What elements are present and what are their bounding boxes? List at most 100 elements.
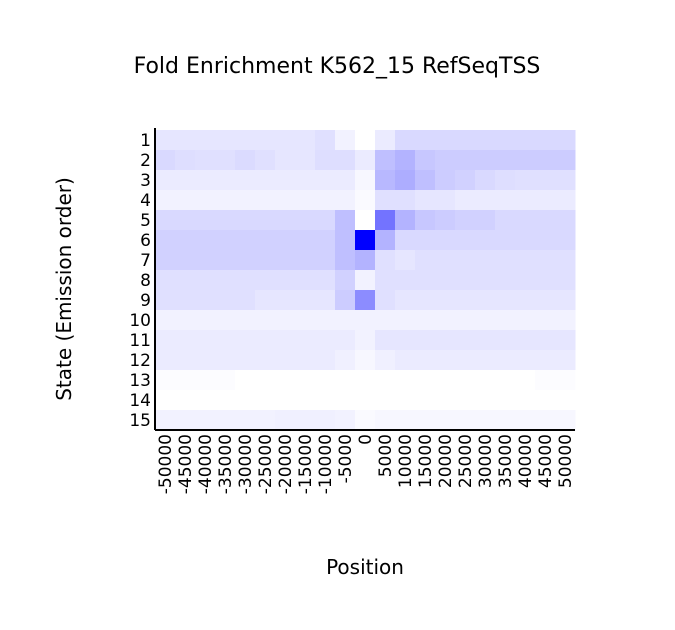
heatmap-cell bbox=[215, 210, 236, 231]
x-tick-label: 35000 bbox=[496, 434, 516, 488]
heatmap-cell bbox=[315, 250, 336, 271]
x-tick-label: 10000 bbox=[396, 434, 416, 488]
heatmap-cell bbox=[495, 250, 516, 271]
heatmap-cell bbox=[415, 230, 436, 251]
heatmap-cell bbox=[555, 250, 576, 271]
heatmap-cell bbox=[535, 350, 556, 371]
heatmap-cell bbox=[535, 210, 556, 231]
heatmap-cell bbox=[475, 390, 496, 411]
heatmap-cell bbox=[375, 210, 396, 231]
heatmap-cell bbox=[235, 150, 256, 171]
heatmap-cell bbox=[315, 330, 336, 351]
heatmap-cell bbox=[375, 310, 396, 331]
heatmap-cell bbox=[155, 150, 176, 171]
heatmap-cell bbox=[555, 330, 576, 351]
heatmap-cell bbox=[435, 390, 456, 411]
heatmap-cell bbox=[395, 290, 416, 311]
heatmap-cell bbox=[155, 370, 176, 391]
heatmap-cell bbox=[515, 370, 536, 391]
heatmap-cell bbox=[295, 350, 316, 371]
heatmap-cell bbox=[175, 370, 196, 391]
heatmap-cell bbox=[415, 170, 436, 191]
heatmap-cell bbox=[415, 390, 436, 411]
heatmap-cell bbox=[455, 410, 476, 431]
x-tick-label: -30000 bbox=[236, 434, 256, 494]
heatmap-cell bbox=[535, 410, 556, 431]
heatmap-cell bbox=[375, 270, 396, 291]
heatmap-cell bbox=[155, 390, 176, 411]
heatmap-cell bbox=[515, 290, 536, 311]
heatmap-cell bbox=[295, 290, 316, 311]
y-tick-label: 3 bbox=[140, 171, 151, 191]
heatmap-cell bbox=[495, 230, 516, 251]
heatmap-cell bbox=[355, 350, 376, 371]
heatmap-cell bbox=[335, 190, 356, 211]
heatmap-cells bbox=[155, 130, 576, 431]
x-tick-label: 0 bbox=[356, 434, 376, 445]
heatmap-cell bbox=[395, 230, 416, 251]
heatmap-cell bbox=[195, 170, 216, 191]
x-tick-label: 5000 bbox=[376, 434, 396, 477]
heatmap-cell bbox=[515, 250, 536, 271]
heatmap-cell bbox=[235, 330, 256, 351]
heatmap-cell bbox=[415, 250, 436, 271]
heatmap-cell bbox=[455, 350, 476, 371]
heatmap-cell bbox=[295, 210, 316, 231]
heatmap-cell bbox=[295, 150, 316, 171]
y-tick-label: 10 bbox=[129, 311, 151, 331]
heatmap-cell bbox=[555, 290, 576, 311]
heatmap-cell bbox=[175, 170, 196, 191]
heatmap-cell bbox=[455, 150, 476, 171]
heatmap-cell bbox=[475, 370, 496, 391]
heatmap-cell bbox=[555, 370, 576, 391]
heatmap-cell bbox=[235, 190, 256, 211]
heatmap-cell bbox=[315, 270, 336, 291]
y-tick-label: 2 bbox=[140, 151, 151, 171]
x-tick-labels: -50000 -45000 -40000 -35000 -30000 -25000 -200… bbox=[156, 434, 576, 494]
heatmap-cell bbox=[535, 390, 556, 411]
heatmap-cell bbox=[335, 410, 356, 431]
heatmap-cell bbox=[335, 390, 356, 411]
heatmap-cell bbox=[235, 370, 256, 391]
y-tick-label: 14 bbox=[129, 391, 151, 411]
heatmap-cell bbox=[195, 230, 216, 251]
heatmap-cell bbox=[555, 270, 576, 291]
heatmap-cell bbox=[195, 310, 216, 331]
heatmap-cell bbox=[155, 270, 176, 291]
heatmap-cell bbox=[275, 250, 296, 271]
heatmap-cell bbox=[455, 190, 476, 211]
heatmap-cell bbox=[515, 230, 536, 251]
heatmap-cell bbox=[255, 370, 276, 391]
heatmap-cell bbox=[155, 190, 176, 211]
heatmap-cell bbox=[215, 370, 236, 391]
heatmap-cell bbox=[295, 130, 316, 151]
heatmap-cell bbox=[475, 190, 496, 211]
heatmap-cell bbox=[315, 150, 336, 171]
heatmap-cell bbox=[315, 370, 336, 391]
heatmap-cell bbox=[395, 190, 416, 211]
heatmap-cell bbox=[555, 350, 576, 371]
heatmap-cell bbox=[255, 390, 276, 411]
heatmap-cell bbox=[155, 250, 176, 271]
heatmap-cell bbox=[455, 310, 476, 331]
heatmap-cell bbox=[415, 290, 436, 311]
heatmap-cell bbox=[435, 350, 456, 371]
heatmap-cell bbox=[335, 290, 356, 311]
heatmap-cell bbox=[235, 210, 256, 231]
x-tick-label: -5000 bbox=[336, 434, 356, 483]
heatmap-cell bbox=[395, 350, 416, 371]
y-tick-label: 15 bbox=[129, 411, 151, 431]
heatmap-cell bbox=[275, 190, 296, 211]
heatmap-cell bbox=[435, 290, 456, 311]
heatmap-cell bbox=[555, 410, 576, 431]
heatmap-cell bbox=[255, 230, 276, 251]
heatmap-cell bbox=[255, 310, 276, 331]
heatmap-cell bbox=[535, 230, 556, 251]
heatmap-cell bbox=[235, 130, 256, 151]
heatmap-cell bbox=[195, 390, 216, 411]
heatmap-cell bbox=[495, 290, 516, 311]
heatmap-cell bbox=[355, 250, 376, 271]
heatmap-cell bbox=[315, 170, 336, 191]
heatmap-cell bbox=[275, 130, 296, 151]
